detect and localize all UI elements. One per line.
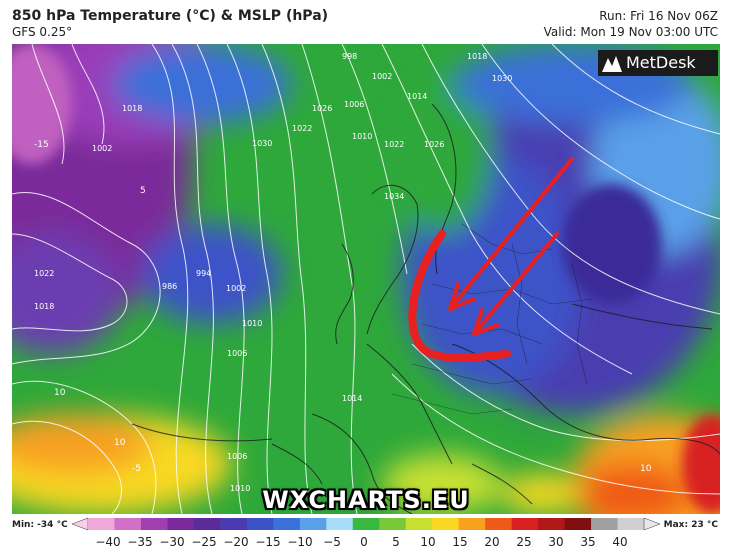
isobar-label: 1014 [407,92,428,101]
colorbar-cell [88,518,115,530]
colorbar-tick-label: −10 [287,535,313,549]
colorbar-cell [140,518,168,530]
isobar-lines [12,44,720,514]
isobar-label: 1002 [226,284,247,293]
metdesk-logo: MetDesk [598,50,718,76]
colorbar-tick-label: 10 [420,535,436,549]
weather-map: 998 1002 1006 1010 1014 1018 1022 1026 1030 1034 9… [12,44,720,514]
annotation-arrows [408,157,574,362]
colorbar-cell [617,518,645,530]
isobar-label: 1002 [372,72,393,81]
valid-label: Valid: Mon 19 Nov 03:00 UTC [543,25,718,39]
isobar-label: 1006 [227,452,248,461]
colorbar-tick-label: 40 [612,535,628,549]
colorbar-tick-label: 15 [452,535,468,549]
colorbar-tick-label: −30 [159,535,185,549]
colorbar-tick-label: −20 [223,535,249,549]
colorbar-cell [511,518,539,530]
colorbar-ticks: −40 −35 −30 −25 −20 −15 −10 −5 0 5 10 15 20 25 30 35 40 [0,535,732,551]
isotherm-label: -15 [34,140,49,150]
max-label: Max: 23 °C [663,520,718,530]
colorbar-tick-label: −25 [191,535,217,549]
colorbar-cell [220,518,248,530]
isobar-label: 1026 [312,104,333,113]
isobar-label: 1022 [34,269,55,278]
colorbar-cell [246,518,274,530]
temperature-field [12,44,720,514]
isobar-label: 998 [342,52,358,61]
isotherm-label: 10 [640,464,652,474]
isobar-label: 1006 [344,100,365,109]
colorbar-tick-label: 35 [580,535,596,549]
colorbar-tick-label: 25 [516,535,532,549]
isotherm-label: 10 [54,388,66,398]
isobar-label: 994 [196,269,212,278]
metdesk-logo-icon [602,56,622,72]
colorbar-cell [485,518,513,530]
isobar-label: 1010 [352,132,373,141]
colorbar-cell [432,518,460,530]
isobar-label: 1018 [122,104,143,113]
isobar-label: 1010 [242,319,263,328]
straight-arrow-2 [472,232,559,336]
colorbar-cell [538,518,566,530]
isobar-label: 1030 [492,74,513,83]
colorbar-cell [326,518,354,530]
isobar-label: 1030 [252,139,273,148]
isobar-label: 1018 [34,302,55,311]
run-label: Run: Fri 16 Nov 06Z [599,9,718,23]
isobar-label: 1026 [424,140,445,149]
isobar-label: 1022 [384,140,405,149]
straight-arrow-1 [448,157,574,311]
colorbar-cell [299,518,327,530]
colorbar-cell [114,518,142,530]
colorbar-tick-label: −15 [255,535,281,549]
isotherm-label: 5 [140,186,146,196]
colorbar-cell [352,518,380,530]
curved-flow-arrow [408,230,511,362]
logo-text: MetDesk [626,53,696,72]
colorbar-cell [458,518,486,530]
coastlines [131,103,720,514]
colorbar-tick-label: −35 [127,535,153,549]
isobar-label: 1022 [292,124,313,133]
isobar-label: 1002 [92,144,113,153]
colorbar-cell [591,518,619,530]
colorbar-tick-label: 20 [484,535,500,549]
isobar-label: 1018 [467,52,488,61]
colorbar-cell [273,518,301,530]
isobar-label: 1006 [227,349,248,358]
chart-header: 850 hPa Temperature (°C) & MSLP (hPa) GF… [0,0,732,44]
model-label: GFS 0.25° [12,25,73,39]
colorbar-tick-label: 0 [360,535,368,549]
colorbar-cell [379,518,407,530]
colorbar-tick-label: −5 [323,535,341,549]
colorbar-tick-label: −40 [95,535,121,549]
colorbar-cell [564,518,592,530]
isobar-label: 1034 [384,192,405,201]
watermark: WXCHARTS.EU [262,486,470,514]
isobar-label: 986 [162,282,178,291]
colorbar-tick-label: 30 [548,535,564,549]
chart-title: 850 hPa Temperature (°C) & MSLP (hPa) [12,8,329,24]
colorbar-cell [405,518,433,530]
colorbar: Min: -34 °C Max: 23 °C −40 −35 −30 −25 −20 −1… [0,514,732,560]
min-label: Min: -34 °C [12,520,68,530]
isotherm-label: -5 [132,464,141,474]
isotherm-label: 10 [114,438,126,448]
isobar-label: 1014 [342,394,363,403]
isobar-label: 1010 [230,484,251,493]
colorbar-strip [71,517,661,531]
colorbar-cell [167,518,195,530]
colorbar-cell [193,518,221,530]
colorbar-tick-label: 5 [392,535,400,549]
